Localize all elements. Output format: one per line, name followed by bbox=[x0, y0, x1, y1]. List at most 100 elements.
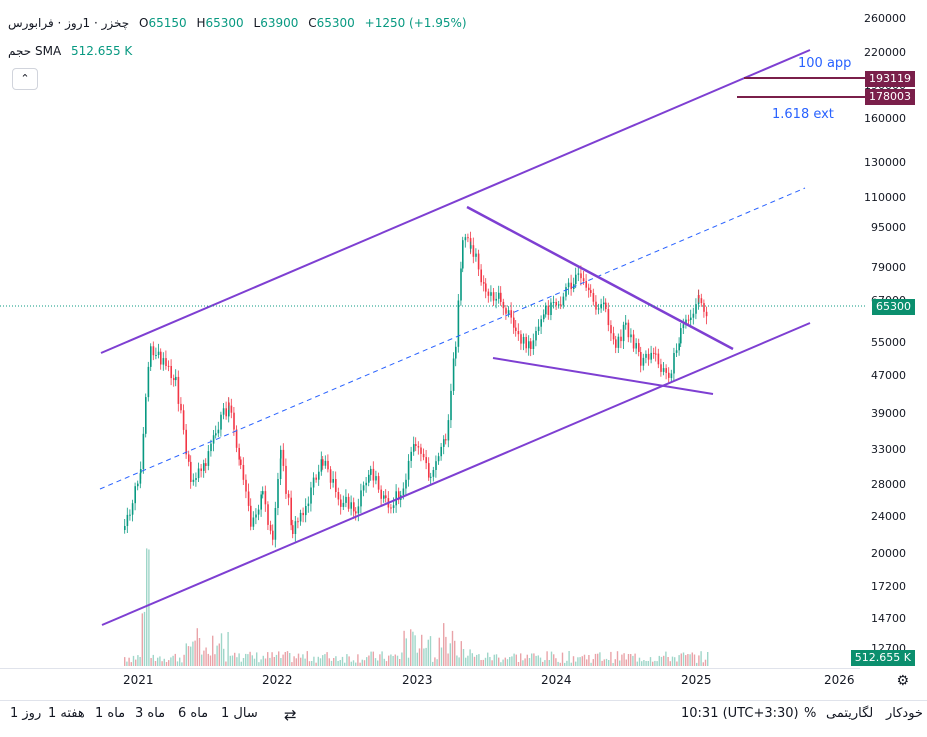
candle-body bbox=[520, 334, 522, 344]
candle-body bbox=[545, 305, 547, 315]
candle-body bbox=[410, 451, 412, 461]
candle-body bbox=[360, 490, 362, 507]
candle-body bbox=[250, 505, 252, 527]
candle-body bbox=[467, 237, 469, 239]
time-label-2024: 2024 bbox=[541, 673, 572, 687]
volume-bar bbox=[689, 654, 691, 666]
volume-bar bbox=[460, 641, 462, 666]
volume-bar bbox=[704, 659, 707, 666]
candle-body bbox=[515, 327, 517, 331]
volume-bar bbox=[359, 662, 361, 666]
volume-bar bbox=[322, 655, 324, 666]
volume-bar bbox=[462, 649, 465, 666]
range-1w[interactable]: 1 هفته bbox=[48, 706, 85, 721]
log-toggle[interactable]: لگاریتمی bbox=[826, 706, 874, 721]
volume-bar bbox=[471, 653, 473, 666]
volume-bar bbox=[561, 652, 564, 666]
volume-bar bbox=[619, 660, 621, 666]
volume-value: 512.655 K bbox=[70, 44, 133, 58]
volume-bar bbox=[454, 640, 456, 666]
volume-bar bbox=[352, 660, 355, 666]
range-1d[interactable]: 1 روز bbox=[10, 706, 42, 721]
range-3m[interactable]: 3 ماه bbox=[135, 706, 166, 721]
volume-bar bbox=[476, 654, 478, 666]
volume-bar bbox=[484, 657, 487, 666]
candle-body bbox=[182, 410, 185, 430]
volume-bar bbox=[245, 653, 247, 666]
candle-body bbox=[257, 509, 260, 515]
volume-bar bbox=[658, 655, 660, 666]
wedge-lower-line[interactable] bbox=[492, 357, 714, 395]
volume-bar bbox=[698, 655, 700, 666]
candle-body bbox=[590, 290, 592, 293]
price-tick-label: 24000 bbox=[871, 510, 906, 523]
open-value: 65150 bbox=[148, 16, 187, 30]
candle-body bbox=[355, 511, 357, 514]
channel-drawings[interactable] bbox=[0, 49, 865, 626]
volume-bar bbox=[227, 632, 229, 666]
timezone-clock[interactable]: 10:31 (UTC+3:30) bbox=[681, 706, 799, 721]
candle-body bbox=[575, 274, 577, 285]
high-value: 65300 bbox=[205, 16, 244, 30]
candle-body bbox=[547, 305, 550, 315]
candle-body bbox=[402, 488, 405, 496]
candle-body bbox=[617, 336, 620, 348]
volume-bar bbox=[143, 611, 146, 666]
candle-body bbox=[222, 408, 225, 415]
volume-bar bbox=[533, 653, 535, 666]
volume-bar bbox=[146, 548, 148, 666]
volume-bar bbox=[473, 656, 476, 666]
range-6m[interactable]: 6 ماه bbox=[178, 706, 209, 721]
percent-toggle[interactable]: % bbox=[804, 706, 817, 721]
time-axis[interactable]: 2021 2022 2023 2024 2025 2026 bbox=[0, 668, 860, 693]
volume-bar bbox=[436, 659, 438, 666]
channel-upper-line[interactable] bbox=[100, 49, 811, 354]
auto-toggle[interactable]: خودکار bbox=[886, 706, 923, 721]
candle-body bbox=[530, 341, 532, 349]
candle-body bbox=[203, 463, 205, 471]
candle-body bbox=[558, 304, 560, 306]
annotation-ext[interactable]: 1.618 ext bbox=[772, 107, 834, 122]
candle-body bbox=[472, 245, 475, 257]
candle-body bbox=[462, 240, 464, 269]
volume-bar bbox=[231, 655, 234, 666]
volume-bar bbox=[572, 656, 575, 666]
date-range-icon[interactable]: ⇄ bbox=[284, 706, 297, 724]
candle-body bbox=[345, 496, 347, 503]
candle-body bbox=[228, 402, 230, 406]
price-axis[interactable]: 2600002200001900001600001300001100009500… bbox=[864, 12, 906, 655]
candle-body bbox=[510, 310, 512, 318]
candle-body bbox=[147, 366, 150, 398]
volume-bar bbox=[542, 661, 544, 666]
volume-bar bbox=[656, 661, 658, 666]
channel-mid-line[interactable] bbox=[99, 187, 806, 490]
volume-label[interactable]: حجم SMA bbox=[8, 44, 62, 58]
range-1m[interactable]: 1 ماه bbox=[95, 706, 126, 721]
candle-body bbox=[362, 485, 365, 491]
candle-body bbox=[485, 283, 487, 292]
volume-bar bbox=[242, 658, 245, 666]
candle-body bbox=[543, 314, 545, 320]
volume-bar bbox=[179, 657, 181, 666]
channel-lower-line[interactable] bbox=[101, 322, 811, 626]
volume-bar bbox=[223, 648, 225, 666]
volume-bar bbox=[128, 657, 130, 666]
volume-bar bbox=[592, 659, 594, 666]
volume-bar bbox=[234, 652, 236, 666]
wedge-upper-line[interactable] bbox=[466, 205, 734, 351]
collapse-legend-button[interactable]: ⌃ bbox=[12, 68, 38, 90]
symbol-title[interactable]: چخزر · 1روز · فرابورس bbox=[8, 16, 130, 30]
change-value: +1250 (+1.95%) bbox=[364, 16, 467, 30]
candle-body bbox=[392, 505, 395, 508]
volume-bar bbox=[502, 659, 504, 666]
annotation-app[interactable]: 100 app bbox=[798, 56, 852, 71]
gear-icon[interactable]: ⚙ bbox=[896, 673, 909, 689]
candle-body bbox=[245, 479, 247, 492]
candle-body bbox=[492, 292, 495, 301]
range-1y[interactable]: 1 سال bbox=[221, 706, 258, 721]
candle-body bbox=[687, 319, 690, 321]
candle-body bbox=[445, 439, 447, 441]
volume-bar bbox=[632, 655, 634, 666]
volume-bar bbox=[597, 653, 599, 666]
